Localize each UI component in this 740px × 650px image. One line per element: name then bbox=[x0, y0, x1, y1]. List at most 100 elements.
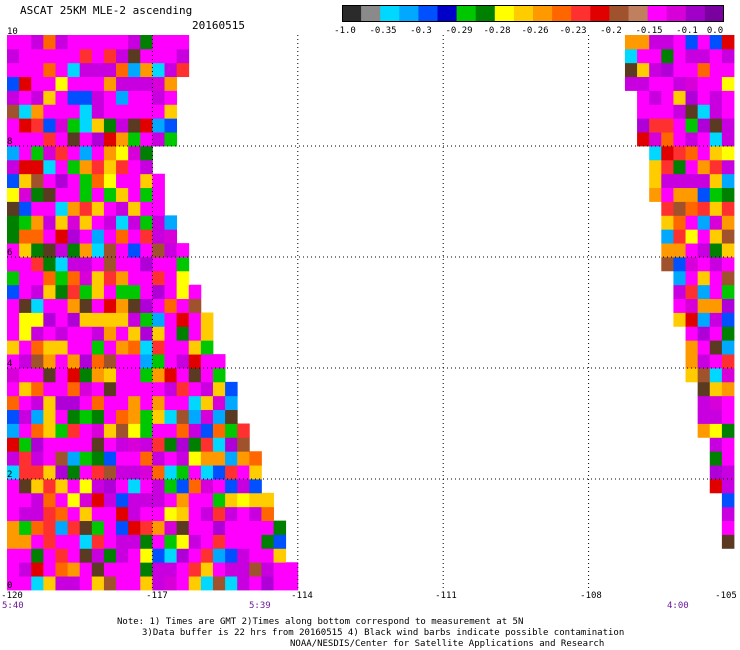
wind-cell bbox=[140, 257, 153, 272]
y-tick-label: 10 bbox=[7, 27, 18, 37]
wind-cell bbox=[7, 562, 20, 577]
wind-cell bbox=[237, 437, 250, 452]
wind-cell bbox=[103, 520, 117, 535]
wind-cell bbox=[721, 90, 735, 105]
wind-cell bbox=[7, 576, 20, 591]
wind-cell bbox=[67, 76, 81, 91]
wind-cell bbox=[721, 381, 735, 397]
wind-cell bbox=[697, 215, 711, 230]
wind-cell bbox=[709, 118, 723, 133]
wind-cell bbox=[55, 548, 68, 563]
wind-cell bbox=[152, 187, 165, 202]
wind-cell bbox=[249, 465, 262, 480]
wind-cell bbox=[79, 201, 93, 216]
wind-cell bbox=[128, 104, 141, 119]
wind-cell bbox=[140, 132, 153, 147]
wind-cell bbox=[103, 395, 117, 411]
wind-cell bbox=[128, 326, 141, 341]
wind-cell bbox=[79, 48, 93, 64]
wind-cell bbox=[709, 201, 723, 216]
wind-cell bbox=[164, 409, 178, 424]
wind-cell bbox=[697, 312, 711, 327]
wind-cell bbox=[721, 520, 735, 535]
wind-cell bbox=[19, 562, 32, 577]
wind-cell bbox=[31, 451, 44, 466]
wind-cell bbox=[225, 423, 238, 438]
wind-cell bbox=[116, 187, 129, 202]
wind-cell bbox=[55, 409, 68, 424]
x-tick-label: -105 bbox=[715, 591, 737, 601]
wind-cell bbox=[55, 159, 68, 175]
wind-cell bbox=[67, 146, 81, 161]
wind-cell bbox=[103, 534, 117, 549]
wind-cell bbox=[91, 576, 105, 591]
wind-cell bbox=[200, 368, 214, 383]
wind-cell bbox=[116, 132, 129, 147]
wind-cell bbox=[31, 479, 44, 494]
wind-cell bbox=[43, 479, 56, 494]
wind-cell bbox=[176, 270, 190, 286]
wind-cell bbox=[673, 90, 686, 105]
wind-cell bbox=[164, 90, 178, 105]
wind-cell bbox=[55, 395, 68, 411]
wind-cell bbox=[19, 423, 32, 438]
wind-cell bbox=[697, 146, 711, 161]
wind-cell bbox=[261, 492, 274, 508]
wind-cell bbox=[43, 284, 56, 300]
wind-cell bbox=[685, 62, 699, 78]
wind-cell bbox=[55, 492, 68, 508]
wind-cell bbox=[697, 326, 711, 341]
wind-cell bbox=[79, 187, 93, 202]
wind-cell bbox=[200, 395, 214, 411]
wind-cell bbox=[152, 270, 165, 286]
wind-cell bbox=[79, 326, 93, 341]
wind-cell bbox=[91, 451, 105, 466]
wind-cell bbox=[7, 229, 20, 244]
wind-cell bbox=[79, 395, 93, 411]
wind-cell bbox=[19, 534, 32, 549]
wind-cell bbox=[212, 506, 226, 522]
wind-cell bbox=[43, 423, 56, 438]
wind-cell bbox=[19, 104, 32, 119]
wind-cell bbox=[31, 118, 44, 133]
wind-cell bbox=[7, 368, 20, 383]
wind-cell bbox=[79, 409, 93, 424]
wind-cell bbox=[79, 312, 93, 327]
wind-cell bbox=[225, 492, 238, 508]
wind-cell bbox=[79, 576, 93, 591]
wind-cell bbox=[164, 62, 178, 78]
wind-cell bbox=[261, 562, 274, 577]
wind-cell bbox=[55, 270, 68, 286]
wind-cell bbox=[67, 48, 81, 64]
wind-cell bbox=[116, 395, 129, 411]
wind-cell bbox=[43, 146, 56, 161]
wind-cell bbox=[261, 520, 274, 535]
wind-cell bbox=[697, 354, 711, 369]
wind-cell bbox=[43, 437, 56, 452]
wind-cell bbox=[249, 492, 262, 508]
wind-cell bbox=[43, 298, 56, 313]
wind-cell bbox=[91, 76, 105, 91]
wind-cell bbox=[7, 76, 20, 91]
wind-cell bbox=[709, 381, 723, 397]
wind-cell bbox=[79, 298, 93, 313]
wind-cell bbox=[721, 354, 735, 369]
wind-cell bbox=[103, 326, 117, 341]
map-title: ASCAT 25KM MLE-2 ascending bbox=[20, 4, 193, 17]
y-tick-label: 2 bbox=[7, 470, 13, 480]
wind-cell bbox=[128, 534, 141, 549]
wind-cell bbox=[116, 270, 129, 286]
wind-cell bbox=[164, 229, 178, 244]
wind-cell bbox=[721, 48, 735, 64]
wind-cell bbox=[67, 548, 81, 563]
wind-cell bbox=[152, 35, 165, 50]
wind-cell bbox=[709, 437, 723, 452]
wind-cell bbox=[116, 354, 129, 369]
wind-cell bbox=[212, 423, 226, 438]
wind-cell bbox=[164, 104, 178, 119]
wind-cell bbox=[7, 506, 20, 522]
wind-cell bbox=[697, 118, 711, 133]
wind-cell bbox=[176, 506, 190, 522]
wind-cell bbox=[697, 104, 711, 119]
wind-cell bbox=[55, 201, 68, 216]
